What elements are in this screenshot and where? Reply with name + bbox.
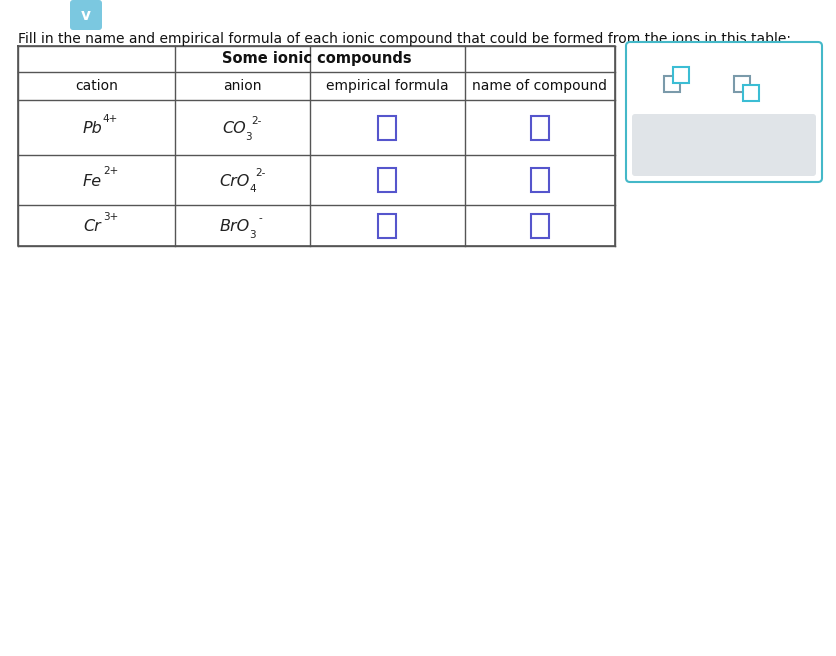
Text: 3+: 3+ <box>103 211 118 222</box>
Text: 2-: 2- <box>255 168 265 178</box>
Text: cation: cation <box>75 79 118 93</box>
Text: 4+: 4+ <box>103 113 118 123</box>
FancyBboxPatch shape <box>530 168 548 192</box>
Text: 3: 3 <box>249 230 256 239</box>
FancyBboxPatch shape <box>378 115 396 140</box>
Text: anion: anion <box>223 79 262 93</box>
Text: 2-: 2- <box>251 115 262 125</box>
FancyBboxPatch shape <box>672 66 688 83</box>
Text: Cr: Cr <box>84 219 101 234</box>
FancyBboxPatch shape <box>378 168 396 192</box>
FancyBboxPatch shape <box>733 75 749 91</box>
Text: ?: ? <box>774 138 785 157</box>
Text: 2+: 2+ <box>103 166 118 176</box>
Text: BrO: BrO <box>219 219 249 234</box>
FancyBboxPatch shape <box>663 75 679 91</box>
FancyBboxPatch shape <box>631 114 815 176</box>
Text: 3: 3 <box>245 131 252 142</box>
Text: -: - <box>258 213 262 224</box>
Text: Pb: Pb <box>83 121 102 136</box>
FancyBboxPatch shape <box>625 42 821 182</box>
FancyBboxPatch shape <box>70 0 102 30</box>
Text: ×: × <box>659 138 675 157</box>
FancyBboxPatch shape <box>530 213 548 237</box>
Text: CrO: CrO <box>219 173 249 188</box>
Text: Fe: Fe <box>83 173 102 188</box>
FancyBboxPatch shape <box>742 85 758 100</box>
Text: Fill in the name and empirical formula of each ionic compound that could be form: Fill in the name and empirical formula o… <box>18 32 790 46</box>
Text: name of compound: name of compound <box>472 79 607 93</box>
Text: empirical formula: empirical formula <box>326 79 448 93</box>
FancyBboxPatch shape <box>530 115 548 140</box>
Text: 4: 4 <box>249 184 256 194</box>
Text: Some ionic compounds: Some ionic compounds <box>222 52 410 66</box>
Text: CO: CO <box>222 121 246 136</box>
Text: v: v <box>81 7 91 22</box>
FancyBboxPatch shape <box>378 213 396 237</box>
Text: ↺: ↺ <box>715 138 732 157</box>
